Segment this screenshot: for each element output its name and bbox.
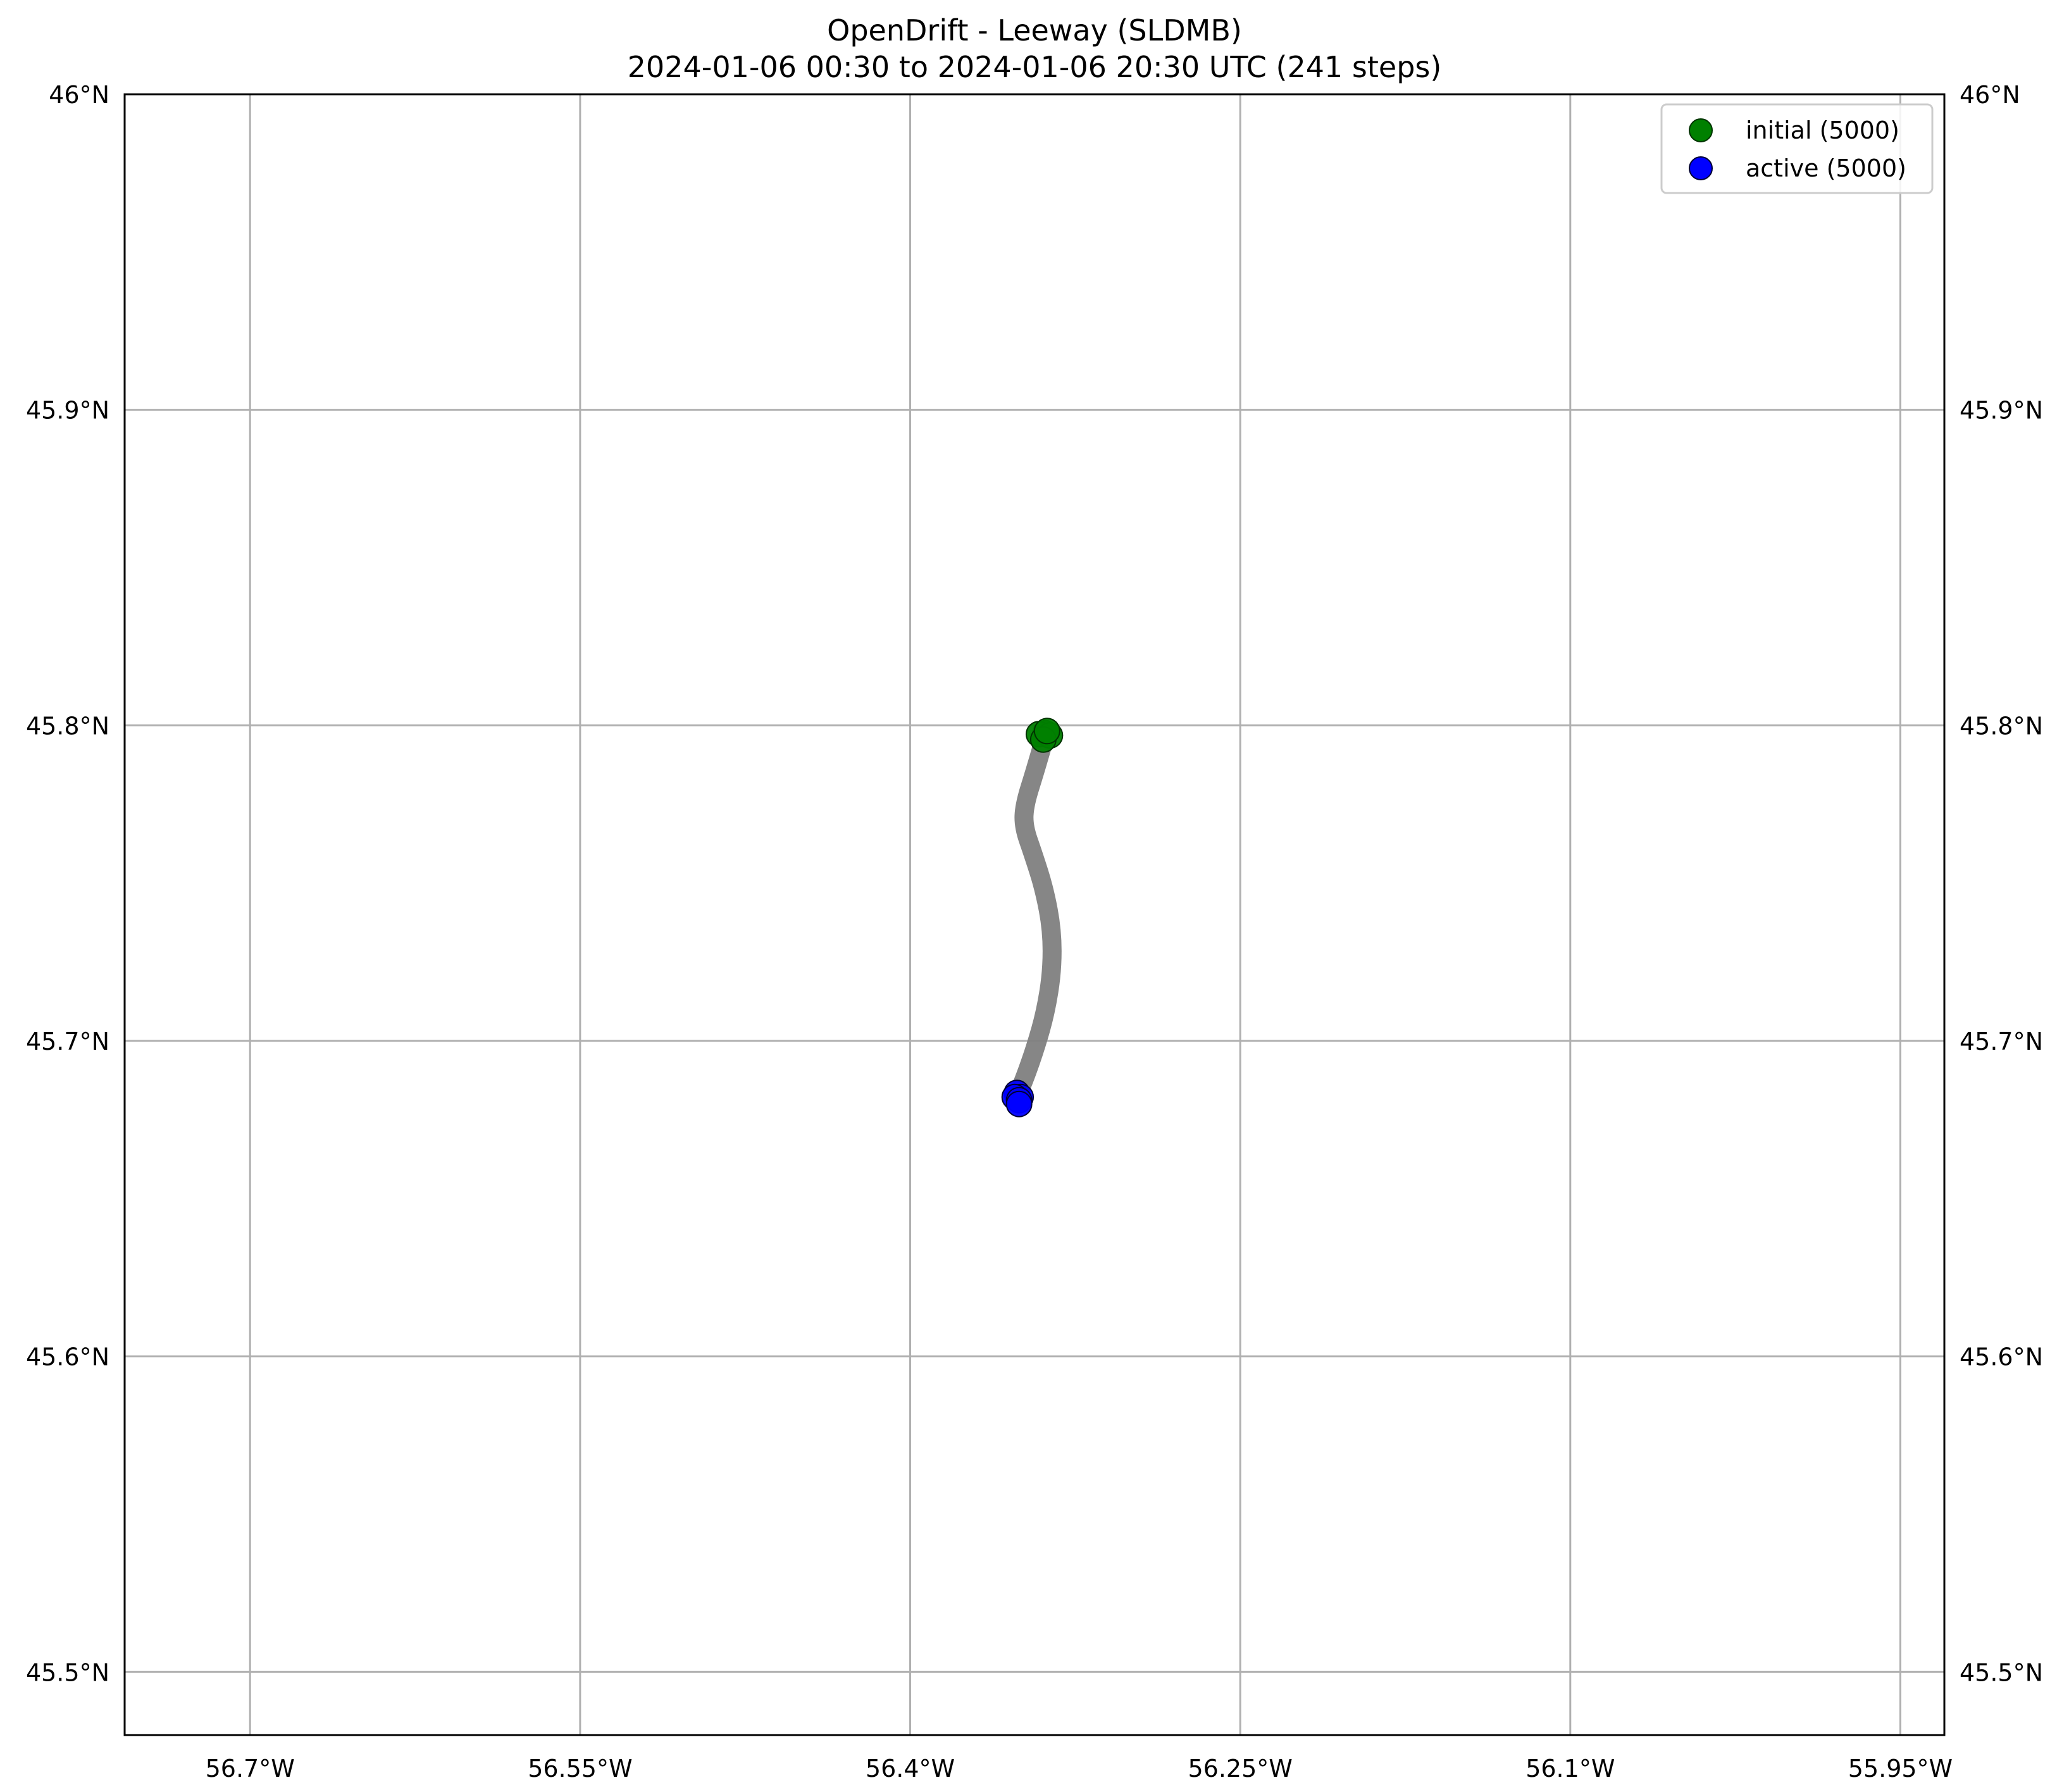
y-tick-label-right: 45.8°N: [1960, 712, 2043, 740]
y-tick-label-right: 45.6°N: [1960, 1343, 2043, 1371]
x-tick-label: 55.95°W: [1848, 1755, 1953, 1783]
map-title: OpenDrift - Leeway (SLDMB): [827, 13, 1242, 47]
x-tick-label: 56.7°W: [206, 1755, 295, 1783]
active-particle: [1005, 1090, 1033, 1117]
y-tick-label-left: 45.5°N: [26, 1658, 109, 1686]
particle-layer: [1001, 718, 1064, 1117]
y-tick-label-left: 46°N: [49, 81, 109, 109]
legend-label-initial: initial (5000): [1746, 116, 1899, 144]
y-tick-label-right: 46°N: [1960, 81, 2020, 109]
trajectory-layer: [1008, 725, 1062, 1104]
legend-box: [1660, 103, 1934, 194]
legend: initial (5000) active (5000): [1660, 103, 1934, 194]
map-subtitle: 2024-01-06 00:30 to 2024-01-06 20:30 UTC…: [628, 50, 1442, 84]
y-tick-label-right: 45.5°N: [1960, 1658, 2043, 1686]
axis-tick-labels: 56.7°W 56.55°W 56.4°W 56.25°W 56.1°W 55.95°W 4…: [26, 81, 2043, 1783]
y-tick-label-right: 45.7°N: [1960, 1028, 2043, 1055]
x-tick-label: 56.4°W: [866, 1755, 955, 1783]
y-tick-label-right: 45.9°N: [1960, 397, 2043, 425]
map-frame: [123, 93, 1946, 1736]
y-tick-label-left: 45.8°N: [26, 712, 109, 740]
initial-particle: [1033, 718, 1060, 745]
legend-marker-active: [1689, 156, 1713, 180]
x-tick-label: 56.55°W: [528, 1755, 632, 1783]
y-tick-label-left: 45.7°N: [26, 1028, 109, 1055]
legend-label-active: active (5000): [1746, 154, 1906, 182]
x-tick-label: 56.1°W: [1525, 1755, 1615, 1783]
legend-marker-initial: [1689, 118, 1713, 142]
y-tick-label-left: 45.9°N: [26, 397, 109, 425]
gridlines: [125, 93, 1944, 1735]
y-tick-label-left: 45.6°N: [26, 1343, 109, 1371]
trajectory-line: [1008, 725, 1062, 1104]
x-tick-label: 56.25°W: [1188, 1755, 1292, 1783]
